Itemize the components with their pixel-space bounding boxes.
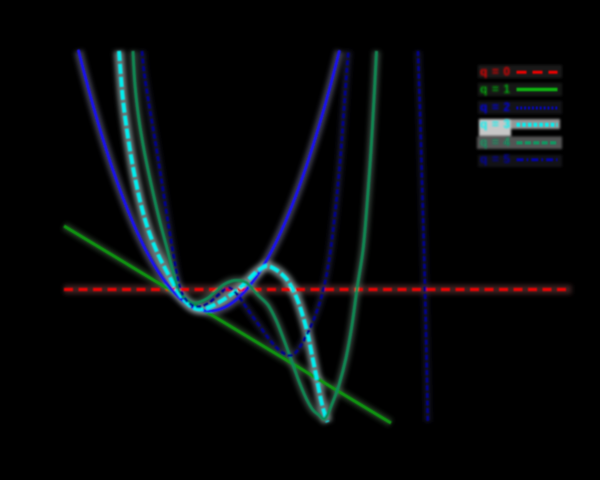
svg-text:q = 1: q = 1 [480, 82, 511, 96]
svg-text:q = 3: q = 3 [480, 117, 511, 131]
svg-text:q = 0: q = 0 [480, 65, 511, 79]
svg-text:q = 5: q = 5 [480, 152, 511, 166]
svg-text:q = 2: q = 2 [480, 100, 511, 114]
svg-text:q = 4: q = 4 [480, 135, 511, 149]
